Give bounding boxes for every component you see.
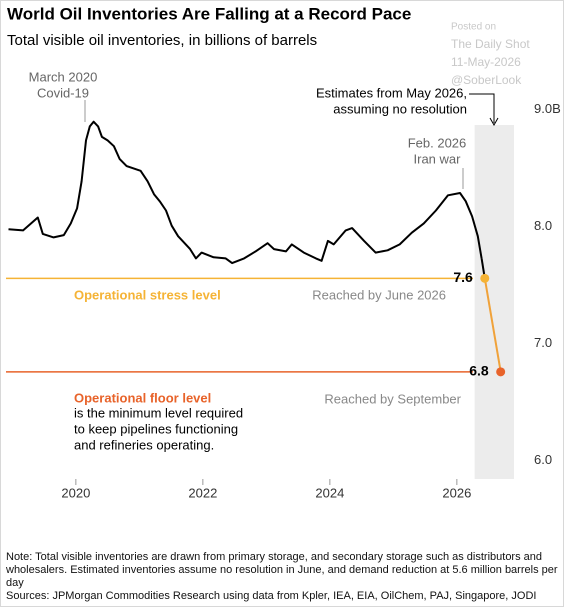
x-tick-label: 2022 xyxy=(188,485,217,500)
reference-description: is the minimum level required xyxy=(74,405,243,420)
reference-note: Reached by June 2026 xyxy=(312,287,446,302)
estimate-point xyxy=(496,367,506,377)
annotation: Iran war xyxy=(414,151,462,166)
watermark: 11-May-2026 xyxy=(451,55,521,69)
y-tick-label: 8.0 xyxy=(534,218,552,233)
reference-description: to keep pipelines functioning xyxy=(74,421,238,436)
annotation: assuming no resolution xyxy=(333,101,467,116)
x-tick-label: 2020 xyxy=(61,485,90,500)
note: Note: Total visible inventories are draw… xyxy=(6,551,558,589)
watermark: Posted on xyxy=(451,22,496,33)
reference-label: Operational stress level xyxy=(74,287,221,302)
y-tick-label: 7.0 xyxy=(534,335,552,350)
chart-title: World Oil Inventories Are Falling at a R… xyxy=(7,4,411,23)
watermark: The Daily Shot xyxy=(451,37,530,51)
y-tick-label: 9.0B xyxy=(534,101,561,116)
estimate-band xyxy=(474,125,514,479)
series-line xyxy=(8,120,483,265)
arrow-head xyxy=(489,117,499,127)
annotation: Estimates from May 2026, xyxy=(316,85,467,100)
estimate-point xyxy=(480,273,490,283)
series-line xyxy=(483,278,502,372)
reference-label: Operational floor level xyxy=(74,390,211,405)
chart-subtitle: Total visible oil inventories, in billio… xyxy=(7,32,317,49)
x-tick-label: 2024 xyxy=(315,485,344,500)
reference-description: and refineries operating. xyxy=(74,437,214,452)
value-label: 6.8 xyxy=(469,363,489,379)
annotation: March 2020 xyxy=(29,69,98,84)
x-tick-label: 2026 xyxy=(442,485,471,500)
annotation: Covid-19 xyxy=(37,85,89,100)
reference-note: Reached by September xyxy=(324,391,461,406)
annotation-arrow xyxy=(469,93,495,123)
value-label: 7.6 xyxy=(453,269,473,285)
y-tick-label: 6.0 xyxy=(534,452,552,467)
chart: World Oil Inventories Are Falling at a R… xyxy=(6,4,561,500)
sources: Sources: JPMorgan Commodities Research u… xyxy=(6,590,537,602)
annotation: Feb. 2026 xyxy=(408,135,467,150)
footer: Note: Total visible inventories are draw… xyxy=(6,551,558,603)
watermark: @SoberLook xyxy=(451,73,522,87)
